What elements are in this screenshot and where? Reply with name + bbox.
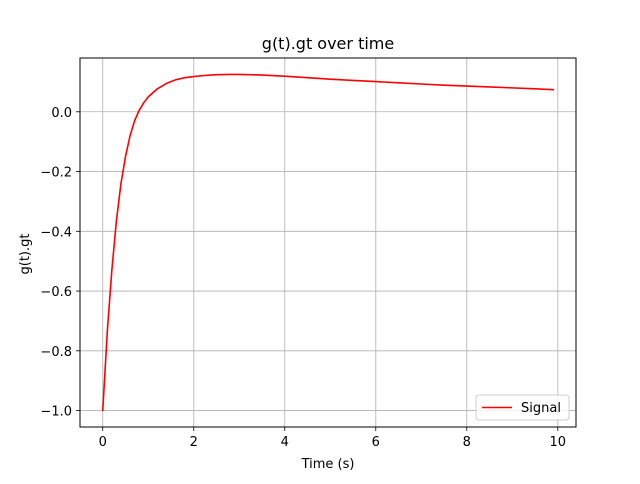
x-tick-label: 8 <box>463 435 471 450</box>
x-tick-label: 0 <box>99 435 107 450</box>
y-axis-label: g(t).gt <box>18 234 33 275</box>
y-tick-label: −0.4 <box>40 225 72 240</box>
x-axis-label: Time (s) <box>301 457 355 472</box>
y-tick-label: 0.0 <box>51 106 72 121</box>
legend-frame <box>475 394 570 421</box>
x-tick-label: 4 <box>281 435 289 450</box>
x-tick-label: 2 <box>190 435 198 450</box>
grid <box>80 58 576 427</box>
chart-title: g(t).gt over time <box>262 34 394 53</box>
x-tick-label: 6 <box>372 435 380 450</box>
y-tick-label: −0.2 <box>40 166 72 181</box>
y-tick-label: −0.8 <box>40 345 72 360</box>
series-line <box>101 73 555 412</box>
legend: Signal <box>475 394 570 421</box>
y-tick-label: −1.0 <box>40 405 72 420</box>
x-tick-label: 10 <box>550 435 567 450</box>
series <box>101 73 555 412</box>
plot-frame <box>79 57 577 428</box>
axes: 0 2 4 6 8 10 −1.0 −0.8 −0.6 −0.4 −0.2 0.0 <box>40 57 577 450</box>
legend-label: Signal <box>521 401 561 416</box>
y-tick-label: −0.6 <box>40 285 72 300</box>
